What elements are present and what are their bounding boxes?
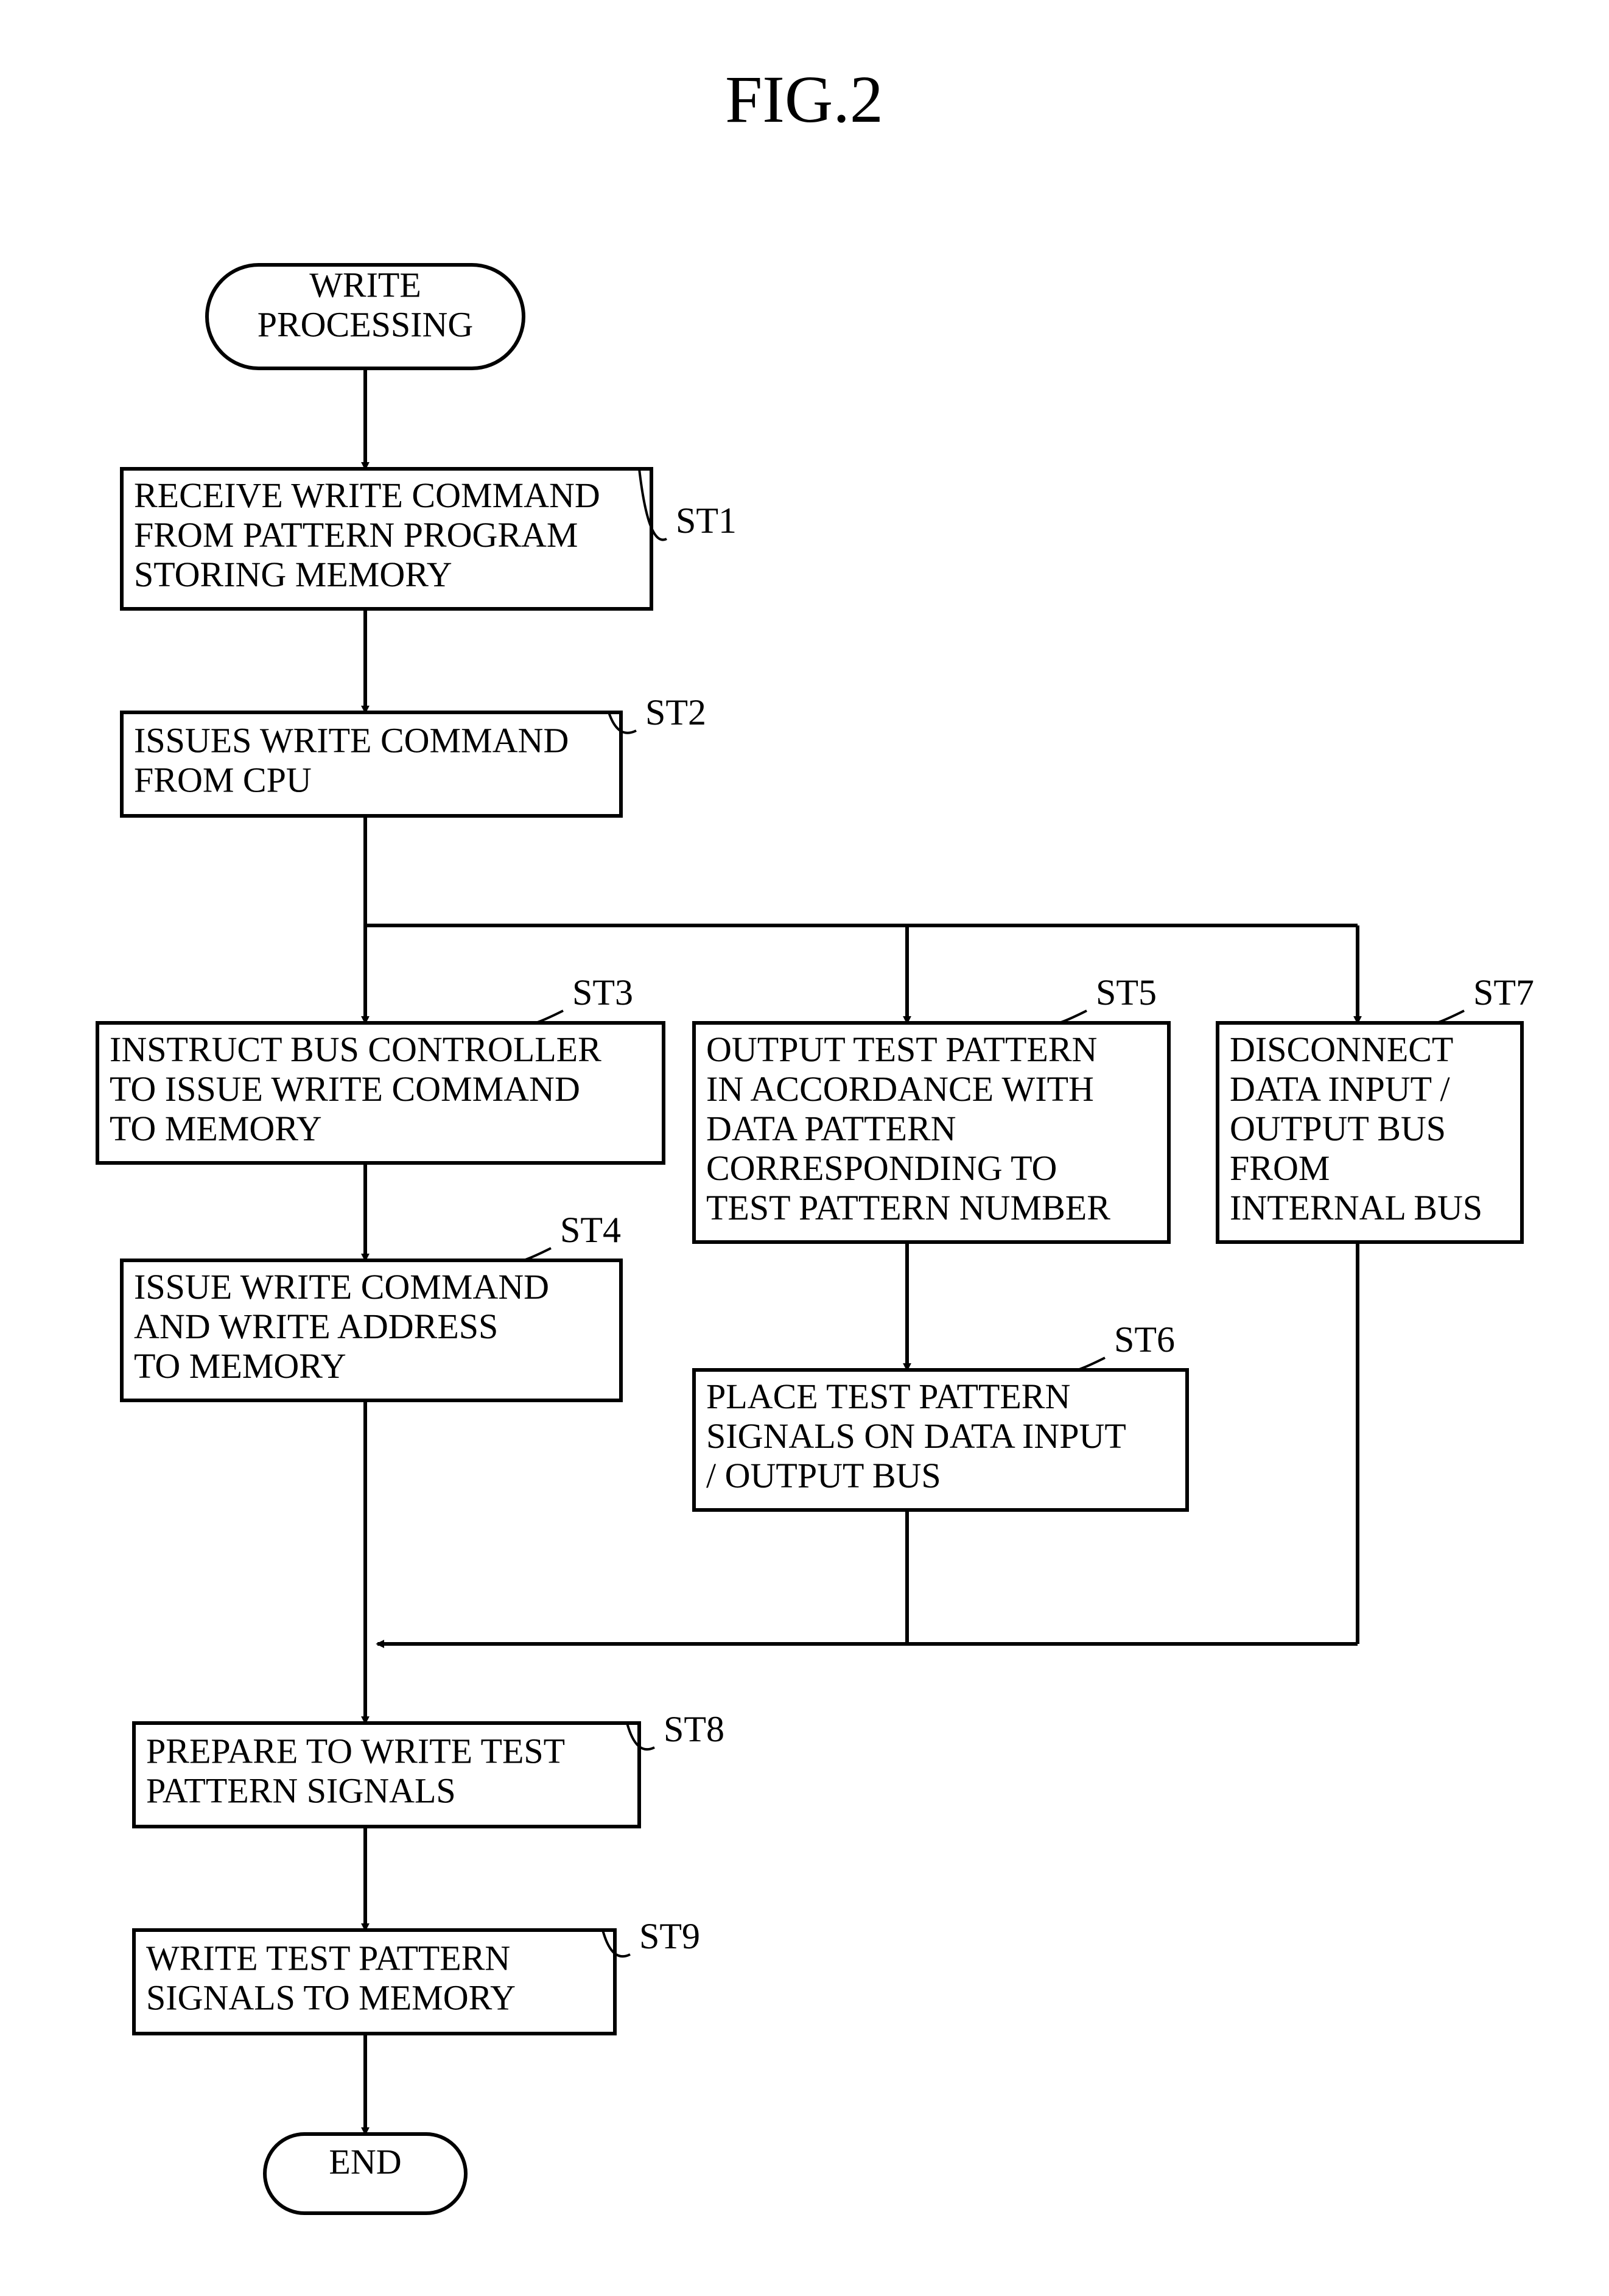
node-st4-text: ISSUE WRITE COMMANDAND WRITE ADDRESSTO M… (134, 1267, 549, 1386)
node-st1-label: ST1 (676, 500, 737, 541)
node-st6-text: PLACE TEST PATTERNSIGNALS ON DATA INPUT/… (706, 1377, 1126, 1495)
node-st2-text: ISSUES WRITE COMMANDFROM CPU (134, 720, 569, 799)
node-st9-label: ST9 (639, 1916, 700, 1956)
end-terminator-text: END (329, 2142, 401, 2182)
node-st8-text: PREPARE TO WRITE TESTPATTERN SIGNALS (146, 1731, 565, 1810)
node-st2-label: ST2 (645, 692, 706, 732)
node-st7-label: ST7 (1473, 972, 1534, 1013)
node-st1-text: RECEIVE WRITE COMMANDFROM PATTERN PROGRA… (134, 476, 600, 594)
start-terminator-text: PROCESSING (258, 304, 474, 344)
figure-title: FIG.2 (725, 62, 883, 136)
node-st5-label: ST5 (1096, 972, 1157, 1013)
node-st9-text: WRITE TEST PATTERNSIGNALS TO MEMORY (146, 1938, 516, 2017)
node-st4-label: ST4 (560, 1210, 621, 1250)
node-st3-label: ST3 (572, 972, 633, 1013)
flowchart-diagram: FIG.2 WRITEPROCESSING RECEIVE WRITE COMMAN… (0, 0, 1609, 2296)
node-st3-text: INSTRUCT BUS CONTROLLERTO ISSUE WRITE CO… (110, 1030, 601, 1148)
node-st5-text: OUTPUT TEST PATTERNIN ACCORDANCE WITHDAT… (706, 1030, 1110, 1227)
node-st7-text: DISCONNECTDATA INPUT /OUTPUT BUSFROMINTE… (1230, 1030, 1482, 1227)
start-terminator-text: WRITE (309, 265, 421, 305)
node-st6-label: ST6 (1114, 1319, 1175, 1360)
node-st8-label: ST8 (664, 1709, 724, 1749)
